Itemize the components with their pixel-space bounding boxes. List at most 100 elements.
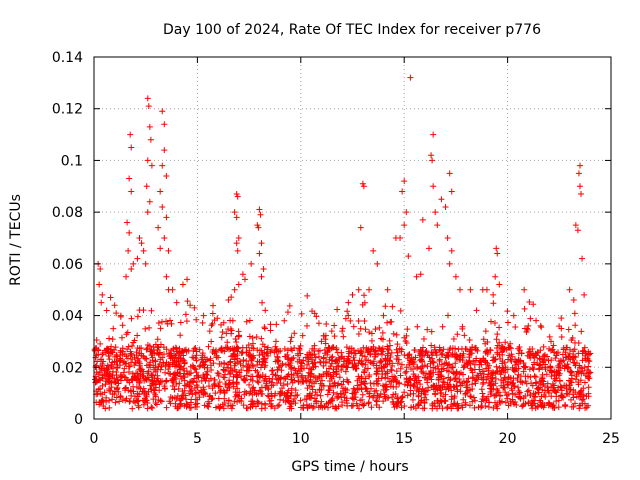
noise-point bbox=[558, 392, 565, 399]
noise-point bbox=[437, 347, 444, 354]
noise-point bbox=[390, 330, 397, 337]
data-point bbox=[241, 276, 248, 283]
noise-point bbox=[363, 356, 370, 363]
noise-point bbox=[504, 395, 511, 402]
noise-point bbox=[414, 323, 421, 330]
noise-point bbox=[115, 388, 122, 395]
noise-point bbox=[504, 308, 511, 315]
noise-point bbox=[427, 360, 434, 367]
noise-point bbox=[234, 385, 241, 392]
noise-point bbox=[229, 402, 236, 409]
noise-point bbox=[344, 378, 351, 385]
noise-point bbox=[185, 347, 192, 354]
data-point bbox=[359, 180, 366, 187]
data-point bbox=[144, 95, 151, 102]
noise-point bbox=[208, 366, 215, 373]
noise-point bbox=[399, 393, 406, 400]
noise-point bbox=[436, 369, 443, 376]
noise-point bbox=[524, 326, 531, 333]
noise-point bbox=[103, 307, 110, 314]
noise-point bbox=[156, 381, 163, 388]
noise-point bbox=[268, 397, 275, 404]
noise-point bbox=[516, 389, 523, 396]
noise-point bbox=[440, 346, 447, 353]
noise-point bbox=[218, 334, 225, 341]
noise-point bbox=[457, 388, 464, 395]
noise-point bbox=[404, 326, 411, 333]
data-point bbox=[157, 188, 164, 195]
noise-point bbox=[526, 298, 533, 305]
data-point bbox=[147, 136, 154, 143]
data-point bbox=[401, 222, 408, 229]
noise-point bbox=[140, 401, 147, 408]
noise-point bbox=[175, 405, 182, 412]
noise-point bbox=[211, 317, 218, 324]
noise-point bbox=[539, 386, 546, 393]
noise-point bbox=[339, 363, 346, 370]
noise-point bbox=[494, 367, 501, 374]
noise-point bbox=[497, 355, 504, 362]
noise-point bbox=[236, 332, 243, 339]
noise-point bbox=[491, 319, 498, 326]
data-point bbox=[233, 240, 240, 247]
noise-point bbox=[114, 376, 121, 383]
data-point bbox=[272, 338, 279, 345]
noise-point bbox=[464, 378, 471, 385]
noise-point bbox=[99, 375, 106, 382]
noise-point bbox=[392, 391, 399, 398]
noise-point bbox=[313, 313, 320, 320]
noise-point bbox=[474, 372, 481, 379]
noise-point bbox=[178, 363, 185, 370]
noise-point bbox=[410, 361, 417, 368]
noise-point bbox=[382, 355, 389, 362]
noise-point bbox=[163, 318, 170, 325]
noise-point bbox=[141, 355, 148, 362]
noise-point bbox=[233, 368, 240, 375]
noise-point bbox=[335, 380, 342, 387]
grid-lines bbox=[94, 57, 611, 419]
noise-point bbox=[220, 405, 227, 412]
noise-point bbox=[437, 390, 444, 397]
data-point bbox=[444, 235, 451, 241]
noise-point bbox=[421, 388, 428, 395]
noise-point bbox=[195, 389, 202, 396]
noise-point bbox=[520, 368, 527, 375]
noise-point bbox=[182, 311, 189, 318]
noise-point bbox=[196, 363, 203, 370]
noise-point bbox=[569, 335, 576, 342]
noise-point bbox=[397, 365, 404, 372]
noise-point bbox=[163, 404, 170, 411]
noise-point bbox=[306, 351, 313, 358]
noise-point bbox=[275, 357, 282, 364]
noise-point bbox=[106, 378, 113, 385]
noise-point bbox=[160, 359, 167, 366]
noise-point bbox=[223, 330, 230, 337]
noise-point bbox=[487, 385, 494, 392]
noise-point bbox=[496, 339, 503, 346]
noise-point bbox=[367, 351, 374, 358]
noise-point bbox=[553, 398, 560, 405]
noise-point bbox=[169, 375, 176, 382]
noise-point bbox=[583, 393, 590, 400]
noise-point bbox=[118, 334, 125, 341]
noise-point bbox=[373, 387, 380, 394]
noise-point bbox=[410, 371, 417, 378]
noise-point bbox=[261, 324, 268, 331]
noise-point bbox=[538, 403, 545, 410]
noise-point bbox=[167, 350, 174, 357]
noise-point bbox=[340, 358, 347, 365]
noise-point bbox=[181, 360, 188, 367]
noise-point bbox=[248, 357, 255, 364]
data-point bbox=[144, 157, 151, 164]
noise-point bbox=[261, 377, 268, 384]
noise-point bbox=[430, 364, 437, 371]
noise-point bbox=[112, 379, 119, 386]
noise-point bbox=[470, 374, 477, 381]
noise-point bbox=[339, 353, 346, 360]
noise-point bbox=[434, 397, 441, 404]
noise-point bbox=[354, 377, 361, 384]
noise-point bbox=[108, 349, 115, 356]
noise-point bbox=[374, 368, 381, 375]
noise-point bbox=[324, 351, 331, 358]
noise-point bbox=[158, 398, 165, 405]
